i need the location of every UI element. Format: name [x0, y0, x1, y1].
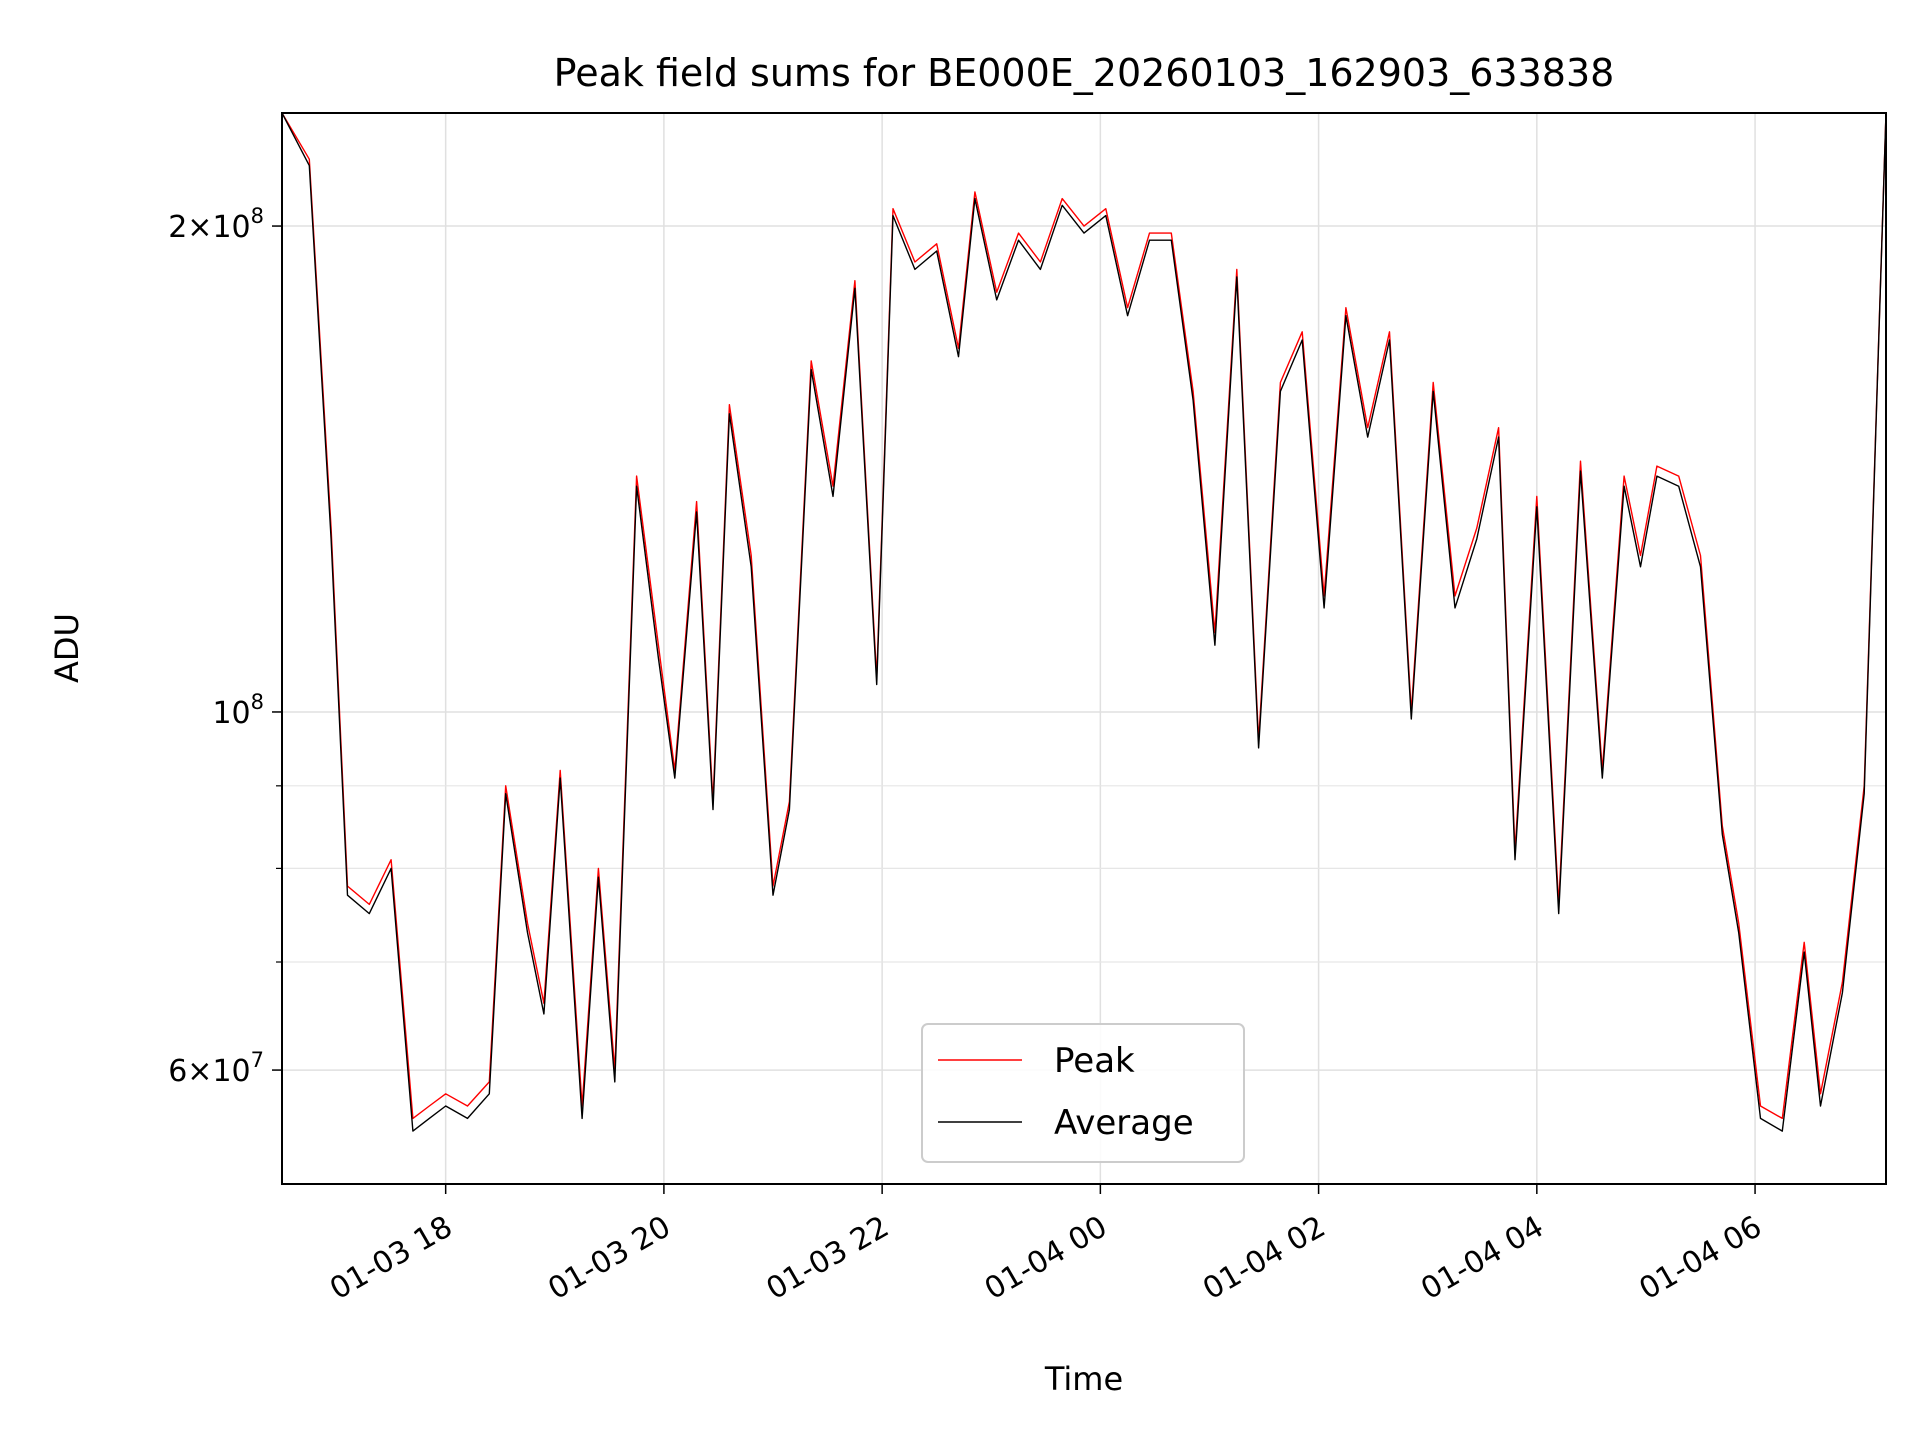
grid [282, 113, 1886, 1184]
x-axis-label: Time [1044, 1360, 1123, 1398]
legend-peak-label: Peak [1054, 1041, 1135, 1081]
series-layer [282, 113, 1886, 1132]
plot-frame [281, 112, 1887, 1185]
y-tick-label: 2×108 [168, 204, 264, 245]
legend-average-label: Average [1054, 1103, 1194, 1143]
y-tick-label: 108 [212, 690, 264, 731]
legend: Peak Average [921, 1023, 1245, 1163]
series-line-average [282, 113, 1886, 1132]
y-tick-label: 6×107 [168, 1048, 264, 1089]
legend-box [921, 1023, 1245, 1163]
series-line-peak [282, 113, 1886, 1120]
y-axis-label: ADU [48, 613, 86, 683]
chart-title: Peak field sums for BE000E_20260103_1629… [554, 51, 1615, 95]
